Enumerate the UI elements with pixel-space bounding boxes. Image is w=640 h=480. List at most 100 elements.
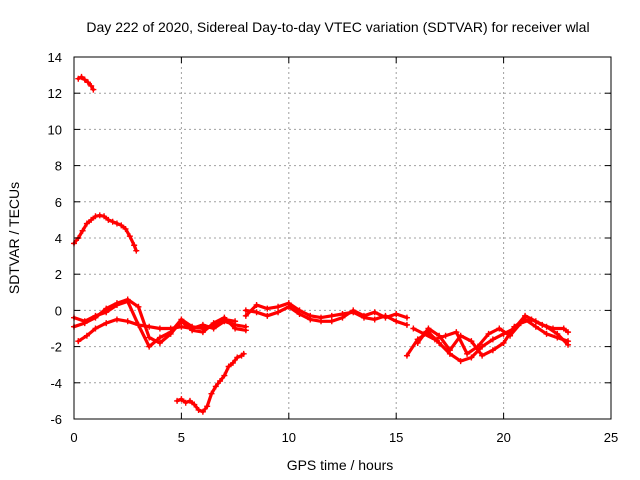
data-point [124, 296, 131, 303]
data-point [457, 332, 464, 339]
data-point [113, 300, 120, 307]
x-tick-label: 20 [496, 430, 510, 445]
data-point [457, 358, 464, 365]
x-tick-label: 10 [282, 430, 296, 445]
data-point [436, 332, 443, 339]
data-point [393, 311, 400, 318]
data-point [328, 318, 335, 325]
data-point [543, 330, 550, 337]
data-point [146, 343, 153, 350]
data-point [83, 220, 90, 227]
series-line [244, 305, 409, 323]
data-point [539, 321, 546, 328]
y-tick-label: 8 [55, 159, 62, 174]
data-point [167, 329, 174, 336]
data-point [275, 303, 282, 310]
data-point [242, 327, 249, 334]
data-point [92, 325, 99, 332]
data-point [79, 227, 86, 234]
series-arc-mid [71, 212, 140, 254]
data-point [92, 314, 99, 321]
data-point [113, 316, 120, 323]
data-point [275, 309, 282, 316]
data-point [75, 75, 82, 82]
data-point [496, 325, 503, 332]
data-point [560, 325, 567, 332]
series-arc-h [414, 316, 572, 359]
x-tick-label: 15 [389, 430, 403, 445]
data-point [436, 339, 443, 346]
data-point [431, 336, 438, 343]
data-point [328, 312, 335, 319]
data-point [565, 329, 572, 336]
data-point [195, 406, 202, 413]
data-point [446, 347, 453, 354]
y-tick-label: 4 [55, 231, 62, 246]
x-tick-label: 0 [70, 430, 77, 445]
data-point [225, 363, 232, 370]
y-tick-label: 12 [48, 86, 62, 101]
data-point [410, 325, 417, 332]
data-point [156, 334, 163, 341]
data-point [264, 305, 271, 312]
data-point [403, 352, 410, 359]
data-point [204, 403, 211, 410]
data-point [425, 325, 432, 332]
data-point [81, 320, 88, 327]
data-point [103, 305, 110, 312]
data-point [178, 396, 185, 403]
series-arc-c [75, 316, 239, 350]
data-point [103, 320, 110, 327]
data-point [253, 309, 260, 316]
data-point [221, 316, 228, 323]
series-line [244, 301, 409, 327]
x-tick-label: 5 [178, 430, 185, 445]
data-point [191, 401, 198, 408]
data-point [453, 329, 460, 336]
data-point [403, 321, 410, 328]
data-point [360, 312, 367, 319]
plot-area [71, 73, 572, 415]
data-point [464, 350, 471, 357]
data-point [212, 383, 219, 390]
data-point [240, 350, 247, 357]
data-point [532, 323, 539, 330]
y-tick-label: 0 [55, 303, 62, 318]
data-point [88, 216, 95, 223]
series-arc-f [403, 312, 572, 365]
data-point [253, 301, 260, 308]
y-tick-label: 2 [55, 267, 62, 282]
data-point [489, 347, 496, 354]
data-point [210, 323, 217, 330]
data-point [468, 354, 475, 361]
y-tick-label: -6 [50, 412, 62, 427]
y-tick-label: 10 [48, 122, 62, 137]
x-axis-label: GPS time / hours [287, 457, 394, 473]
data-point [528, 316, 535, 323]
data-point [199, 408, 206, 415]
data-point [83, 332, 90, 339]
data-point [122, 225, 129, 232]
data-point [96, 212, 103, 219]
data-point [350, 307, 357, 314]
data-point [489, 336, 496, 343]
data-point [178, 316, 185, 323]
data-point [208, 390, 215, 397]
chart-title: Day 222 of 2020, Sidereal Day-to-day VTE… [86, 19, 589, 35]
data-point [135, 303, 142, 310]
data-point [468, 338, 475, 345]
series-arc-e [242, 303, 410, 325]
x-tick-label: 25 [604, 430, 618, 445]
data-point [101, 213, 108, 220]
data-point [146, 323, 153, 330]
data-point [511, 323, 518, 330]
data-point [382, 314, 389, 321]
data-point [113, 220, 120, 227]
data-point [109, 218, 116, 225]
data-point [522, 316, 529, 323]
data-point [234, 354, 241, 361]
data-point [131, 242, 138, 249]
data-point [90, 86, 97, 93]
data-point [156, 339, 163, 346]
